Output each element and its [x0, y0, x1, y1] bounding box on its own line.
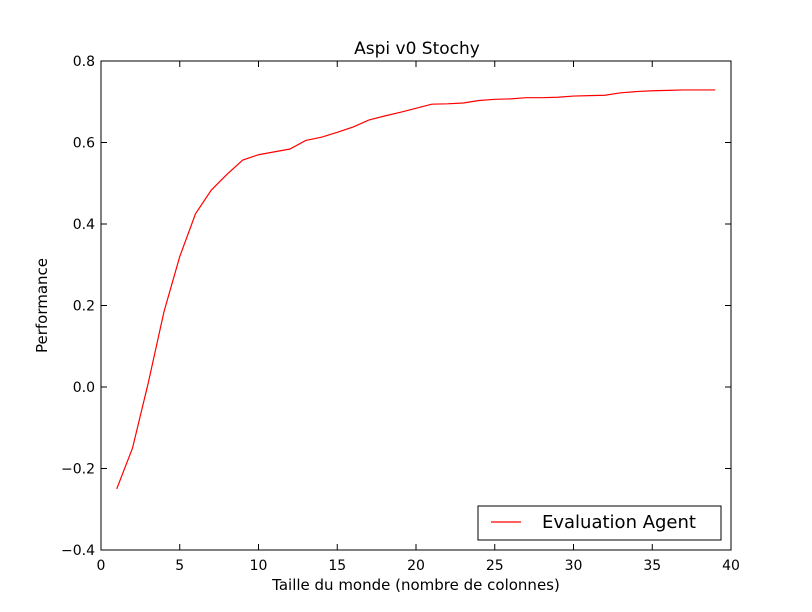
y-tick-label: 0.4 — [73, 217, 95, 233]
x-tick-label: 5 — [175, 558, 184, 574]
chart-title: Aspi v0 Stochy — [354, 39, 480, 59]
series-line-evaluation-agent — [116, 89, 716, 490]
plot-area — [116, 89, 716, 490]
axis-ticks: 0 5 10 15 20 25 30 35 40 −0.4 −0.2 0.0 0.2 0.4 0.6 0.8 — [61, 54, 740, 574]
x-tick-label: 0 — [97, 558, 106, 574]
legend-entry-evaluation-agent: Evaluation Agent — [542, 512, 696, 533]
y-tick-label: 0.8 — [73, 54, 95, 70]
y-tick-label: 0.6 — [73, 136, 95, 152]
y-axis-label: Performance — [33, 258, 51, 353]
x-tick-label: 15 — [328, 558, 346, 574]
y-tick-label: −0.2 — [61, 462, 95, 478]
x-tick-label: 40 — [722, 558, 740, 574]
plot-frame — [100, 60, 732, 551]
legend-box — [477, 505, 722, 541]
x-tick-label: 25 — [486, 558, 504, 574]
x-tick-label: 30 — [565, 558, 583, 574]
legend: Evaluation Agent — [477, 505, 722, 541]
y-tick-label: 0.2 — [73, 299, 95, 315]
y-tick-label: −0.4 — [61, 543, 95, 559]
x-tick-label: 35 — [643, 558, 661, 574]
x-axis-label: Taille du monde (nombre de colonnes) — [271, 576, 560, 594]
y-tick-label: 0.0 — [73, 380, 95, 396]
x-tick-label: 10 — [250, 558, 268, 574]
x-tick-label: 20 — [407, 558, 425, 574]
